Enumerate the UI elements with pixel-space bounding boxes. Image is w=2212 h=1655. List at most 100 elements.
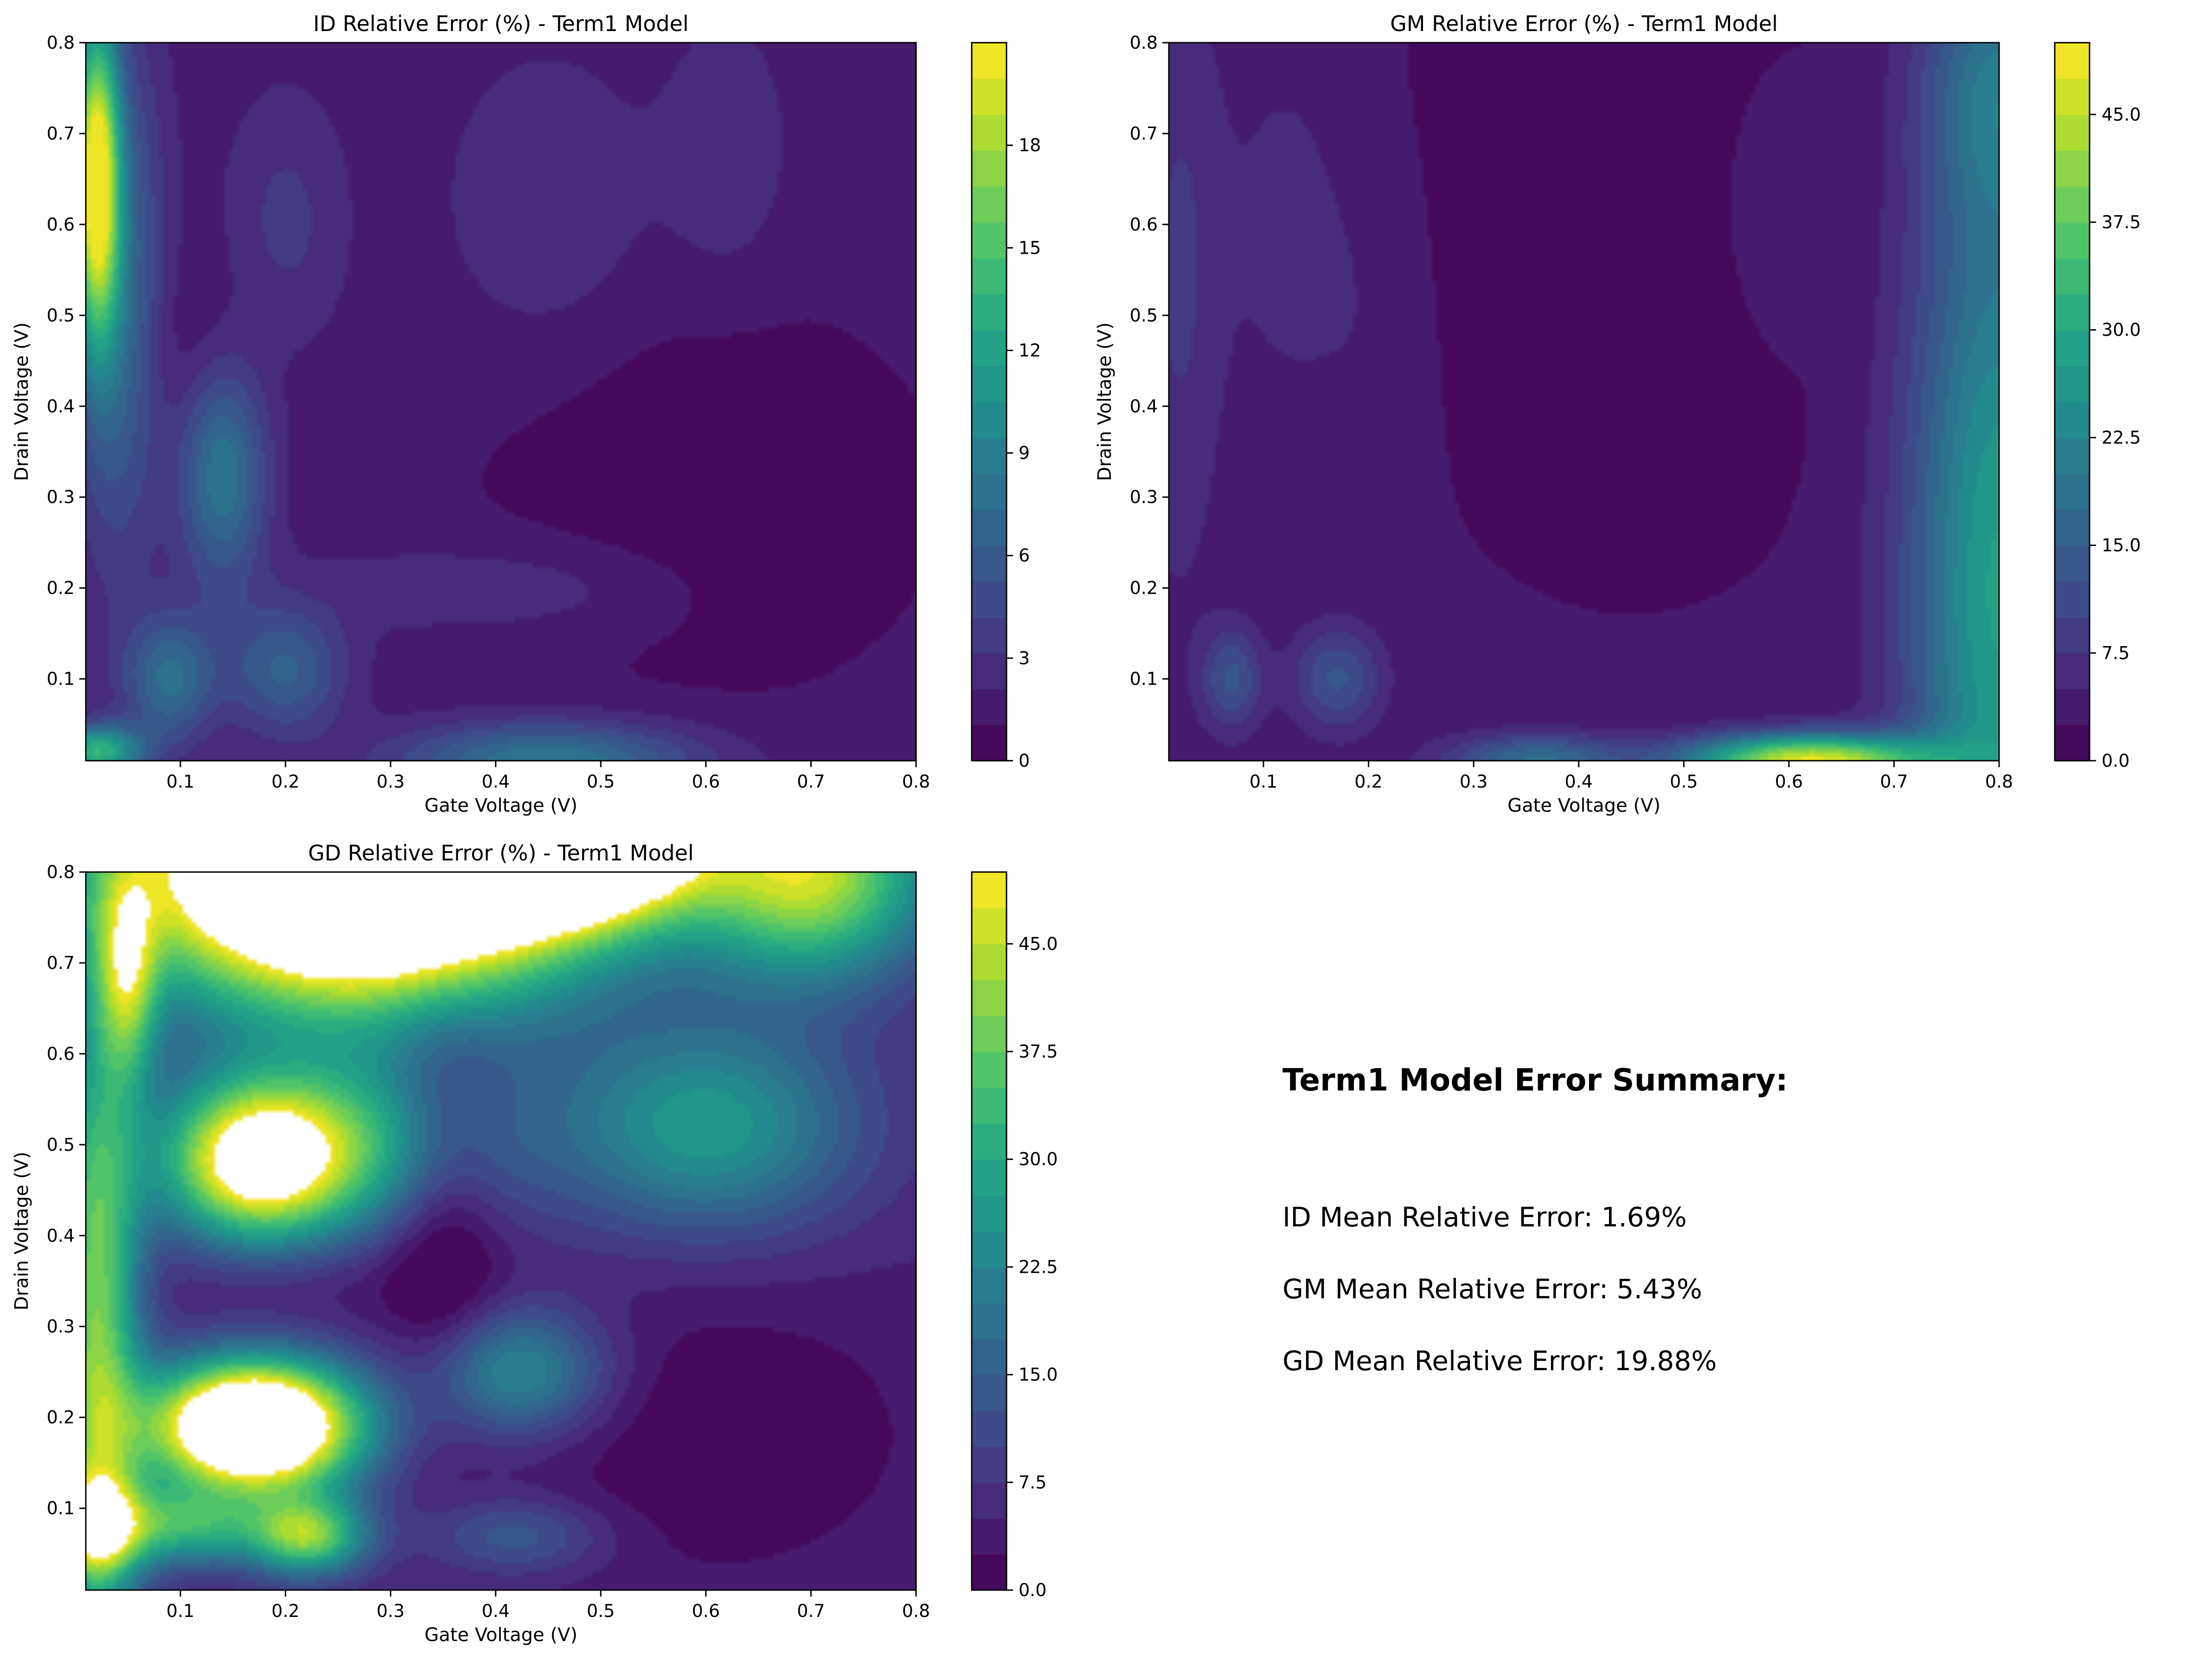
gd-chart: 0.1 0.2 0.3 0.4 0.5 0.6 0.7 0.8 0.1 0.2 0.3 0.4 0.5 0… <box>11 840 1058 1646</box>
id-y-tick-label: 0.4 <box>47 396 75 417</box>
gm-colorbar: 0.0 7.5 15.0 22.5 30.0 37.5 45.0 <box>2054 42 2141 771</box>
id-y-tick-label: 0.5 <box>47 305 75 326</box>
id-colorbar-band <box>972 186 1007 223</box>
id-x-tick-label: 0.7 <box>797 771 825 792</box>
id-colorbar-band <box>972 437 1007 474</box>
gd-x-axis-label: Gate Voltage (V) <box>424 1624 577 1646</box>
gd-y-tick-label: 0.2 <box>47 1407 75 1428</box>
gm-colorbar-band <box>2055 78 2090 115</box>
id-heatmap-field <box>86 43 916 761</box>
gm-colorbar-tick-label: 0.0 <box>2102 751 2129 771</box>
gd-colorbar-band <box>972 1267 1007 1303</box>
gm-colorbar-band <box>2055 581 2090 618</box>
gm-y-tick-label: 0.8 <box>1130 32 1158 53</box>
summary-title: Term1 Model Error Summary: <box>1282 1062 1788 1098</box>
gd-x-tick-label: 0.5 <box>587 1601 615 1621</box>
summary-gm-line: GM Mean Relative Error: 5.43% <box>1282 1273 1702 1305</box>
gm-x-tick-label: 0.8 <box>1985 771 2013 792</box>
gm-colorbar-band <box>2055 653 2090 689</box>
gd-y-tick-label: 0.4 <box>47 1225 75 1246</box>
id-colorbar-tick-label: 15 <box>1019 237 1041 258</box>
gd-colorbar-band <box>972 1374 1007 1411</box>
gm-colorbar-tick-label: 22.5 <box>2102 427 2141 448</box>
id-chart: 0.1 0.2 0.3 0.4 0.5 0.6 0.7 0.8 0.1 0.2 0.3 0.4 0.5 0… <box>11 11 1041 816</box>
id-colorbar-band <box>972 725 1007 761</box>
gd-colorbar-band <box>972 1015 1007 1052</box>
id-colorbar: 0 3 6 9 12 15 18 <box>971 42 1041 771</box>
gd-y-tick-label: 0.3 <box>47 1316 75 1337</box>
id-colorbar-tick-label: 12 <box>1019 340 1041 360</box>
gd-title: GD Relative Error (%) - Term1 Model <box>308 840 694 866</box>
gm-colorbar-band <box>2055 509 2090 546</box>
gd-x-tick-label: 0.4 <box>481 1601 509 1621</box>
gd-colorbar-tick-label: 30.0 <box>1019 1149 1058 1169</box>
gm-colorbar-band <box>2055 437 2090 474</box>
id-y-tick-label: 0.7 <box>47 123 75 144</box>
gd-colorbar-frame <box>971 871 1007 1591</box>
id-colorbar-tick-label: 18 <box>1019 135 1041 155</box>
gd-colorbar-tick-label: 22.5 <box>1019 1257 1058 1277</box>
id-colorbar-band <box>972 509 1007 546</box>
gm-colorbar-band <box>2055 617 2090 654</box>
id-colorbar-tick-label: 0 <box>1019 751 1030 771</box>
id-x-tick-label: 0.8 <box>902 771 930 792</box>
gm-axes-frame <box>1168 42 2000 762</box>
gm-colorbar-tick-label: 45.0 <box>2102 104 2141 125</box>
id-colorbar-band <box>972 150 1007 187</box>
gm-colorbar-band <box>2055 473 2090 510</box>
gd-colorbar-band <box>972 1052 1007 1088</box>
gm-colorbar-tick-label: 37.5 <box>2102 212 2141 232</box>
gm-x-tick-label: 0.6 <box>1775 771 1803 792</box>
gm-colorbar-band <box>2055 725 2090 761</box>
gd-colorbar-tick-label: 15.0 <box>1019 1365 1058 1385</box>
gd-colorbar-band <box>972 943 1007 980</box>
gm-x-tick-label: 0.2 <box>1354 771 1382 792</box>
gm-y-tick-label: 0.2 <box>1130 578 1158 598</box>
id-x-tick-label: 0.3 <box>377 771 404 792</box>
gd-colorbar-tick-label: 0.0 <box>1019 1580 1046 1600</box>
gd-y-tick-label: 0.7 <box>47 953 75 973</box>
id-y-tick-label: 0.1 <box>47 669 75 689</box>
gd-colorbar-band <box>972 1087 1007 1124</box>
gm-x-tick-label: 0.7 <box>1880 771 1908 792</box>
gm-y-tick-label: 0.3 <box>1130 487 1158 507</box>
gd-x-tick-label: 0.8 <box>902 1601 930 1621</box>
id-colorbar-band <box>972 43 1007 79</box>
gm-colorbar-frame <box>2054 42 2090 762</box>
gm-title: GM Relative Error (%) - Term1 Model <box>1390 11 1778 36</box>
gd-x-tick-label: 0.1 <box>167 1601 194 1621</box>
gm-heatmap-field <box>1169 43 1999 761</box>
gm-y-tick-label: 0.5 <box>1130 305 1158 326</box>
gd-colorbar-band <box>972 1231 1007 1268</box>
gm-colorbar-band <box>2055 222 2090 259</box>
gd-colorbar-band <box>972 1411 1007 1447</box>
id-colorbar-band <box>972 473 1007 510</box>
gd-colorbar-band <box>972 1159 1007 1196</box>
gm-colorbar-tick-label: 7.5 <box>2102 643 2129 663</box>
id-y-axis-label: Drain Voltage (V) <box>11 322 32 481</box>
id-axes-frame <box>85 42 917 762</box>
id-x-tick-label: 0.4 <box>481 771 509 792</box>
gd-colorbar-band <box>972 1518 1007 1555</box>
id-colorbar-band <box>972 545 1007 582</box>
gm-colorbar-band <box>2055 689 2090 725</box>
gd-x-tick-label: 0.6 <box>692 1601 720 1621</box>
id-y-tick-label: 0.3 <box>47 487 75 507</box>
gm-x-tick-label: 0.1 <box>1250 771 1277 792</box>
gm-colorbar-band <box>2055 402 2090 438</box>
gd-colorbar-band <box>972 1446 1007 1483</box>
gd-y-tick-label: 0.8 <box>47 862 75 882</box>
id-y-tick-label: 0.2 <box>47 578 75 598</box>
id-y-tick-label: 0.6 <box>47 214 75 235</box>
gm-y-tick-label: 0.1 <box>1130 669 1158 689</box>
gm-chart: 0.1 0.2 0.3 0.4 0.5 0.6 0.7 0.8 0.1 0.2 0.3 0.4 0.5 0… <box>1094 11 2141 816</box>
gm-x-axis-label: Gate Voltage (V) <box>1507 795 1661 816</box>
summary-id-line: ID Mean Relative Error: 1.69% <box>1282 1201 1687 1233</box>
gm-x-tick-label: 0.4 <box>1564 771 1592 792</box>
id-x-tick-label: 0.2 <box>271 771 299 792</box>
gd-heatmap-field <box>86 872 916 1590</box>
gm-colorbar-band <box>2055 43 2090 79</box>
id-colorbar-band <box>972 581 1007 618</box>
gd-colorbar: 0.0 7.5 15.0 22.5 30.0 37.5 45.0 <box>971 871 1058 1600</box>
